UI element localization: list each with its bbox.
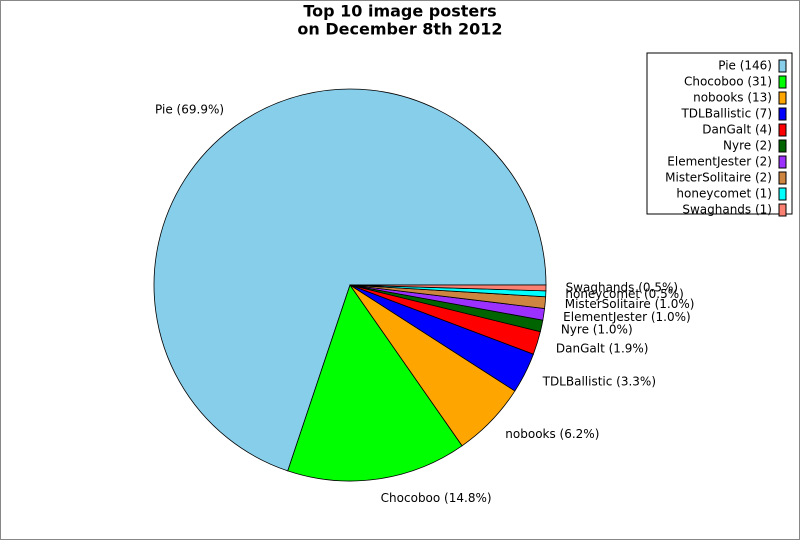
legend-swatch (778, 91, 787, 105)
chart-title: Top 10 image posters (303, 2, 496, 21)
legend-swatch (778, 123, 787, 137)
pie-slice (287, 284, 463, 482)
legend-swatch (778, 187, 787, 201)
legend-swatch (778, 139, 787, 153)
legend-swatch (778, 107, 787, 121)
slice-label: Swaghands (0.5%) (566, 281, 679, 295)
slice-label: Chocoboo (14.8%) (381, 491, 492, 505)
slice-label: Nyre (1.0%) (561, 323, 633, 337)
slice-label: Pie (69.9%) (155, 103, 224, 117)
chart-title: on December 8th 2012 (297, 20, 502, 39)
slice-label: MisterSolitaire (1.0%) (565, 297, 695, 311)
legend-swatch (778, 75, 787, 89)
legend-box (646, 52, 793, 215)
legend-label: Nyre (2) (723, 139, 772, 153)
legend-label: honeycomet (1) (676, 187, 772, 201)
pie-slice (349, 284, 547, 292)
slice-label: DanGalt (1.9%) (556, 341, 649, 355)
legend-label: DanGalt (4) (702, 123, 772, 137)
legend-label: Pie (146) (718, 59, 772, 73)
slice-label: honeycomet (0.5%) (565, 287, 683, 301)
legend-swatch (778, 59, 787, 73)
slice-label: TDLBallistic (3.3%) (542, 374, 656, 388)
legend-label: ElementJester (2) (667, 155, 772, 169)
legend-label: Chocoboo (31) (684, 75, 772, 89)
legend-swatch (778, 171, 787, 185)
legend-swatch (778, 155, 787, 169)
pie-slice (153, 88, 547, 472)
legend-label: nobooks (13) (693, 91, 772, 105)
legend-label: MisterSolitaire (2) (665, 171, 772, 185)
slice-label: ElementJester (1.0%) (563, 310, 691, 324)
legend-label: TDLBallistic (7) (680, 107, 772, 121)
slice-label: nobooks (6.2%) (505, 427, 599, 441)
legend-label: Swaghands (1) (682, 203, 772, 217)
legend-swatch (778, 203, 787, 217)
